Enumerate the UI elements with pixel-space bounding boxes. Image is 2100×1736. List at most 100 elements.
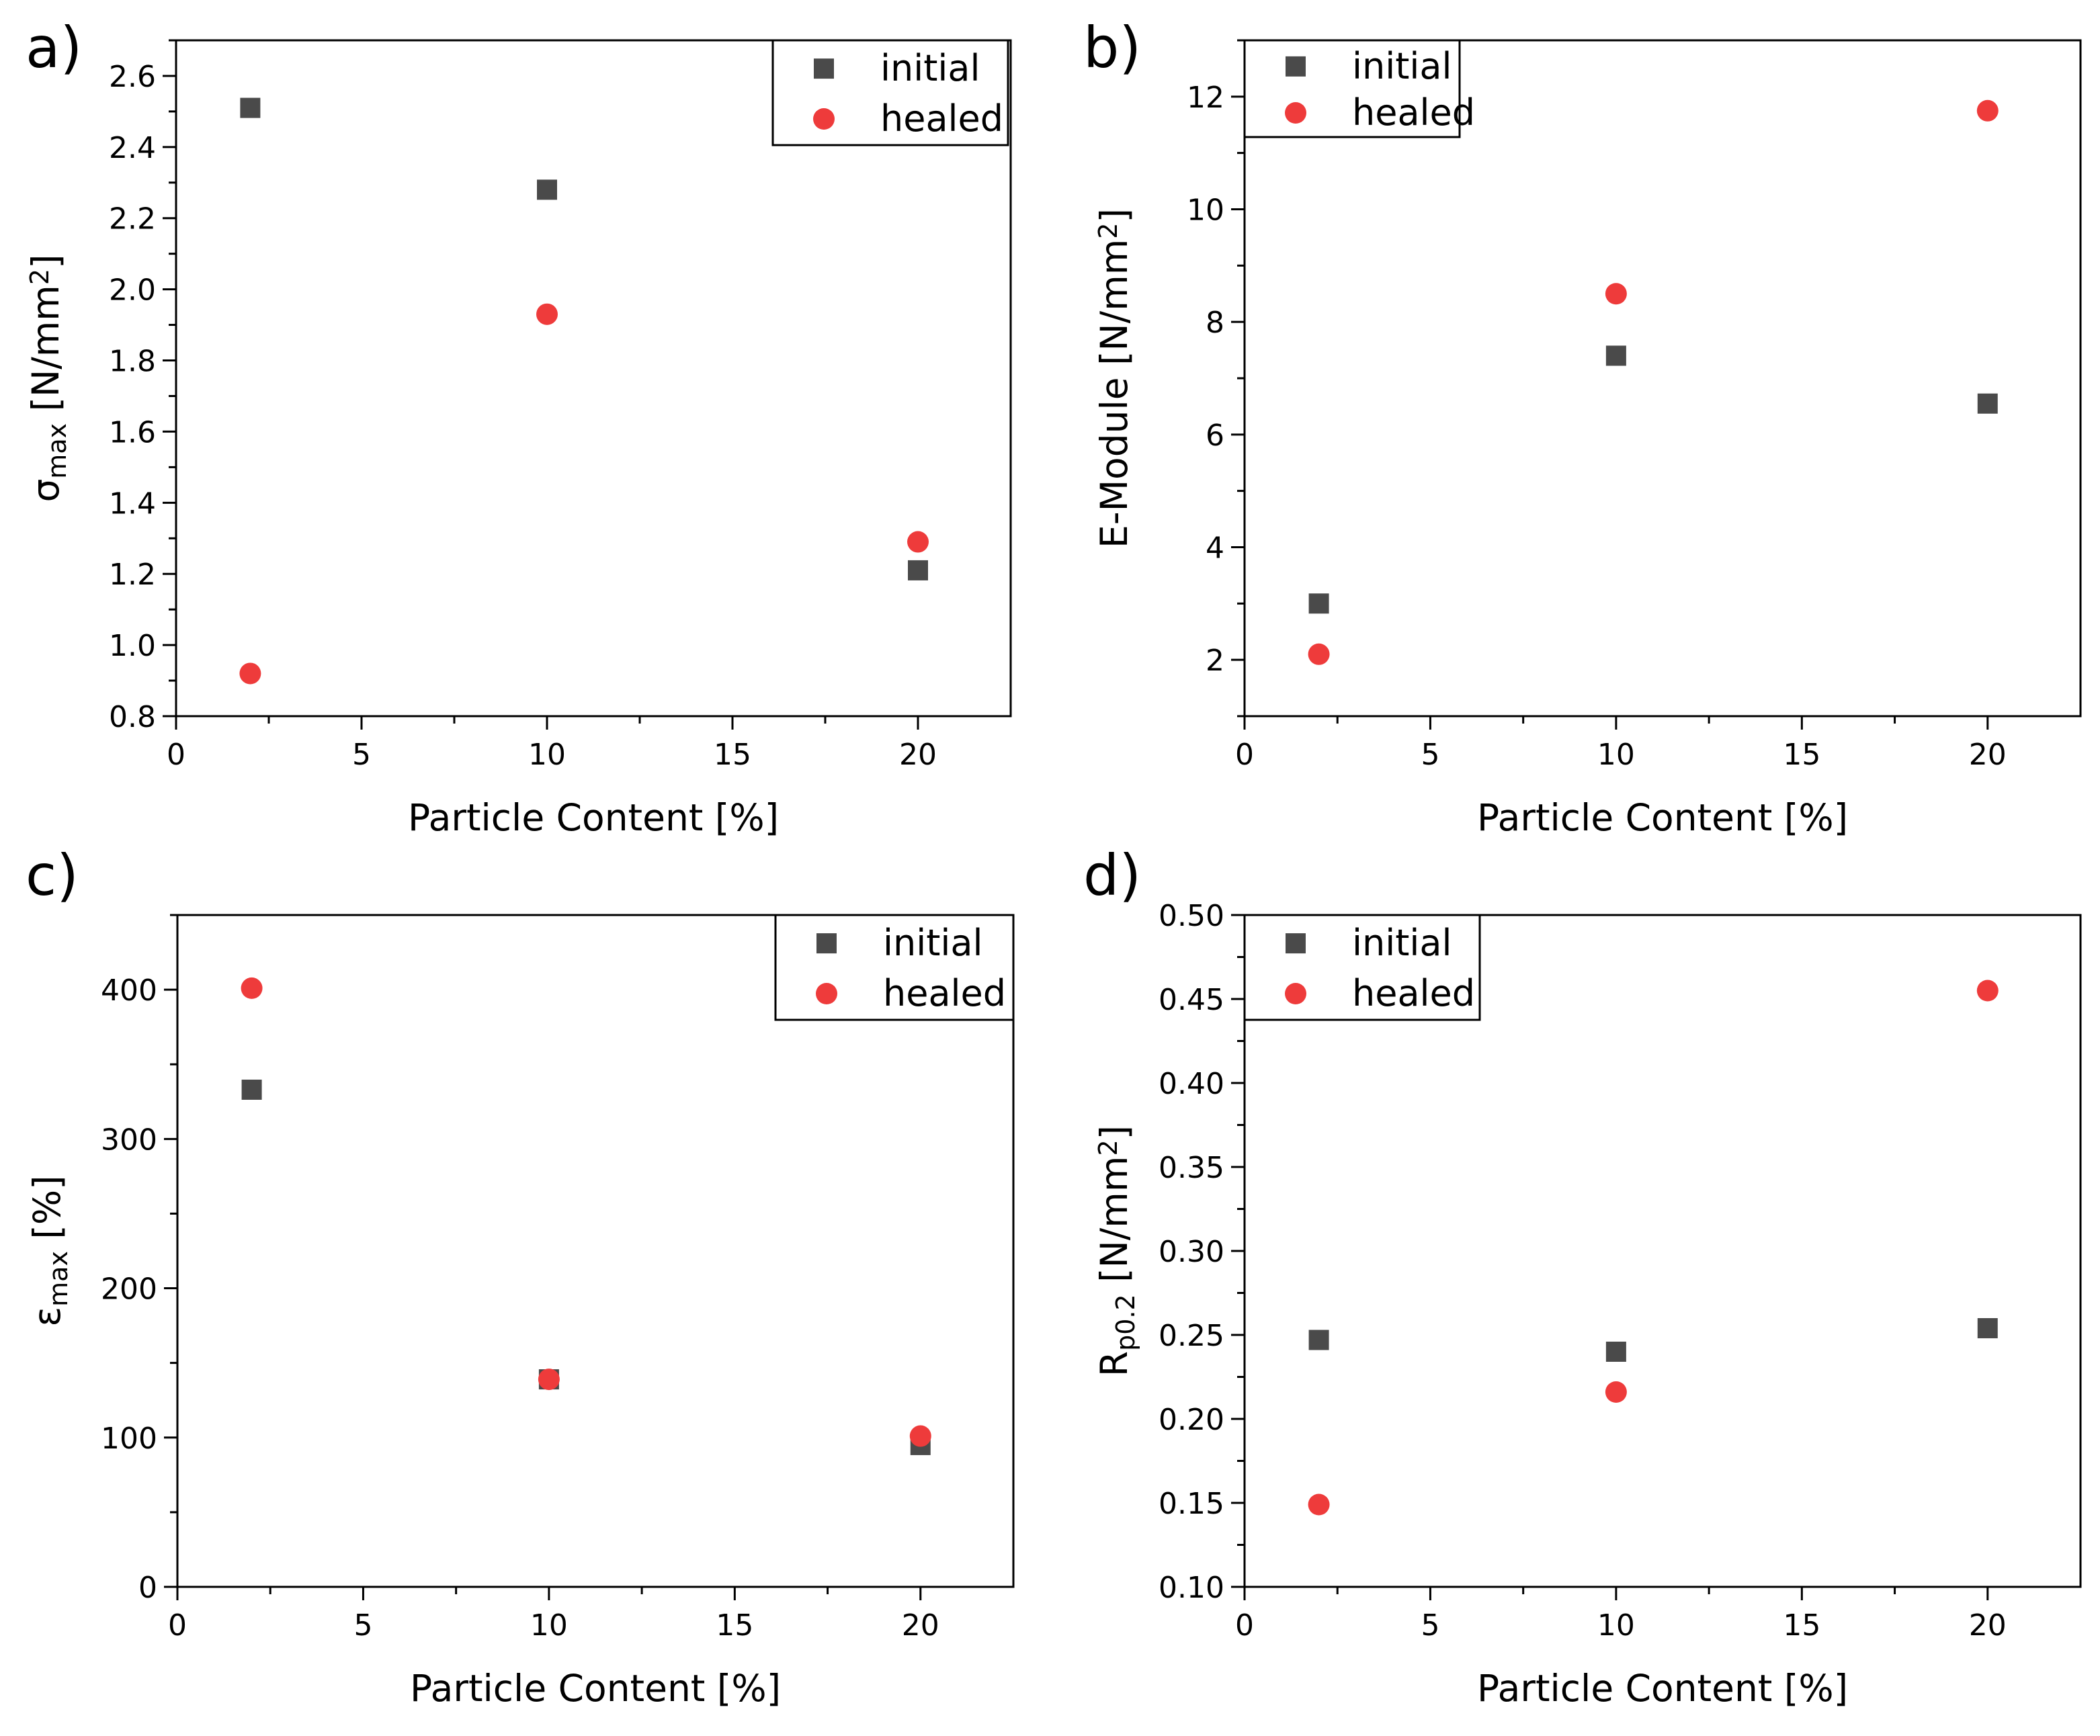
y-axis-title-superscript: 2: [1093, 222, 1123, 238]
x-tick-label: 0: [167, 738, 185, 772]
legend-marker-initial: [1286, 933, 1306, 954]
y-axis-title-main: ε: [26, 1307, 69, 1327]
data-point-healed: [239, 662, 261, 685]
x-tick-label: 0: [1235, 1608, 1254, 1643]
x-axis-title: Particle Content [%]: [408, 796, 779, 839]
y-tick-label: 2: [1206, 644, 1224, 678]
legend-label-initial: initial: [1352, 922, 1452, 964]
legend-label-healed: healed: [880, 97, 1003, 140]
y-tick-label: 400: [101, 973, 157, 1008]
y-tick-label: 0: [138, 1571, 157, 1605]
x-tick-label: 15: [1783, 1608, 1820, 1643]
y-tick-label: 6: [1206, 419, 1224, 453]
y-tick-label: 0.8: [109, 700, 156, 734]
data-point-healed: [1605, 283, 1627, 305]
x-tick-label: 15: [714, 738, 751, 772]
panel-d: d) 0 5 10 15 20 0.10 0.15 0.20 0.25 0.30 0.35 0.40 0.…: [1083, 842, 2082, 1710]
x-axis-title: Particle Content [%]: [1477, 796, 1848, 839]
x-tick-label: 20: [899, 738, 937, 772]
y-axis-title-subscript: p0.2: [1111, 1294, 1140, 1351]
y-tick-label: 0.15: [1159, 1487, 1224, 1521]
y-tick-label: 1.6: [109, 415, 156, 449]
data-point-healed: [536, 303, 558, 325]
data-point-initial: [240, 97, 261, 118]
legend-box: [1243, 39, 1461, 138]
data-point-initial: [1308, 1330, 1329, 1350]
x-tick-label: 15: [716, 1608, 753, 1643]
y-tick-label: 4: [1206, 531, 1224, 566]
panel-letter: a): [26, 15, 82, 81]
y-tick-label: 2.2: [109, 202, 156, 236]
y-axis-title-superscript: 2: [25, 269, 54, 285]
panel-letter: d): [1083, 842, 1141, 908]
x-tick-label: 15: [1783, 738, 1820, 772]
legend-marker-initial: [814, 58, 834, 79]
y-tick-label: 8: [1206, 306, 1224, 340]
legend-label-healed: healed: [1352, 972, 1475, 1014]
legend-label-healed: healed: [1352, 91, 1475, 134]
data-point-initial: [1605, 1342, 1626, 1362]
x-tick-label: 20: [902, 1608, 939, 1643]
data-point-initial: [1977, 393, 1998, 414]
x-tick-label: 5: [1421, 738, 1439, 772]
y-axis-title-close: ]: [1093, 1125, 1136, 1139]
y-axis-title-close: ]: [1093, 208, 1136, 222]
y-axis-title-main: σ: [24, 479, 67, 503]
x-tick-label: 10: [1597, 1608, 1635, 1643]
legend-label-healed: healed: [883, 972, 1006, 1014]
y-tick-label: 10: [1187, 193, 1224, 228]
data-point-initial: [1605, 345, 1626, 366]
x-tick-label: 10: [1597, 738, 1635, 772]
data-point-healed: [1976, 980, 1999, 1002]
data-point-healed: [907, 531, 929, 553]
plot-frame: [1243, 39, 2082, 718]
y-tick-label: 0.50: [1159, 899, 1224, 933]
x-tick-label: 5: [1421, 1608, 1439, 1643]
panel-letter: b): [1083, 15, 1141, 81]
y-tick-label: 2.0: [109, 273, 156, 308]
y-axis-title: εmax [%]: [26, 1175, 73, 1326]
y-tick-label: 0.35: [1159, 1151, 1224, 1185]
legend-marker-healed: [1285, 983, 1306, 1004]
y-axis-title-main: R: [1093, 1351, 1136, 1377]
data-point-healed: [1605, 1381, 1627, 1403]
data-point-initial: [1977, 1318, 1998, 1338]
x-axis-title: Particle Content [%]: [410, 1667, 781, 1710]
y-axis-title-superscript: 2: [1093, 1139, 1123, 1156]
panel-b: b) 0 5 10 15 20 2 4 6 8 10 12 Particle Content [%] E-…: [1083, 15, 2082, 839]
data-point-healed: [1308, 1493, 1330, 1516]
data-point-initial: [1308, 593, 1329, 614]
data-point-healed: [909, 1425, 931, 1447]
legend-marker-initial: [1286, 56, 1306, 77]
y-axis-title-unit: [%]: [26, 1175, 69, 1251]
x-tick-label: 5: [352, 738, 371, 772]
x-tick-label: 20: [1969, 738, 2007, 772]
legend-marker-healed: [1285, 102, 1306, 124]
y-tick-label: 1.4: [109, 486, 156, 521]
y-tick-label: 2.4: [109, 131, 156, 165]
y-axis-title-unit: [N/mm: [24, 285, 67, 423]
y-tick-label: 0.40: [1159, 1067, 1224, 1101]
x-axis-title: Particle Content [%]: [1477, 1667, 1848, 1710]
legend-box: [774, 914, 1015, 1021]
y-tick-label: 1.0: [109, 629, 156, 663]
y-tick-label: 0.10: [1159, 1571, 1224, 1605]
y-axis-title: E-Module [N/mm2]: [1093, 208, 1136, 548]
y-tick-label: 1.8: [109, 345, 156, 379]
legend-marker-healed: [816, 983, 837, 1004]
y-tick-label: 300: [101, 1123, 157, 1157]
x-tick-label: 0: [168, 1608, 187, 1643]
x-tick-label: 10: [528, 738, 566, 772]
x-tick-label: 10: [530, 1608, 568, 1643]
y-axis-title: Rp0.2 [N/mm2]: [1093, 1125, 1140, 1377]
y-tick-label: 100: [101, 1422, 157, 1456]
y-tick-label: 0.20: [1159, 1403, 1224, 1437]
data-point-initial: [241, 1080, 262, 1100]
legend-marker-healed: [813, 108, 835, 130]
x-tick-label: 0: [1235, 738, 1254, 772]
y-tick-label: 12: [1187, 81, 1224, 115]
